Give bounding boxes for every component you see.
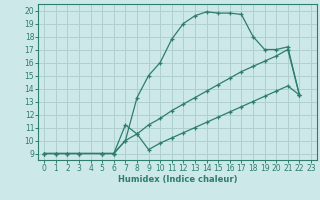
X-axis label: Humidex (Indice chaleur): Humidex (Indice chaleur) [118, 175, 237, 184]
